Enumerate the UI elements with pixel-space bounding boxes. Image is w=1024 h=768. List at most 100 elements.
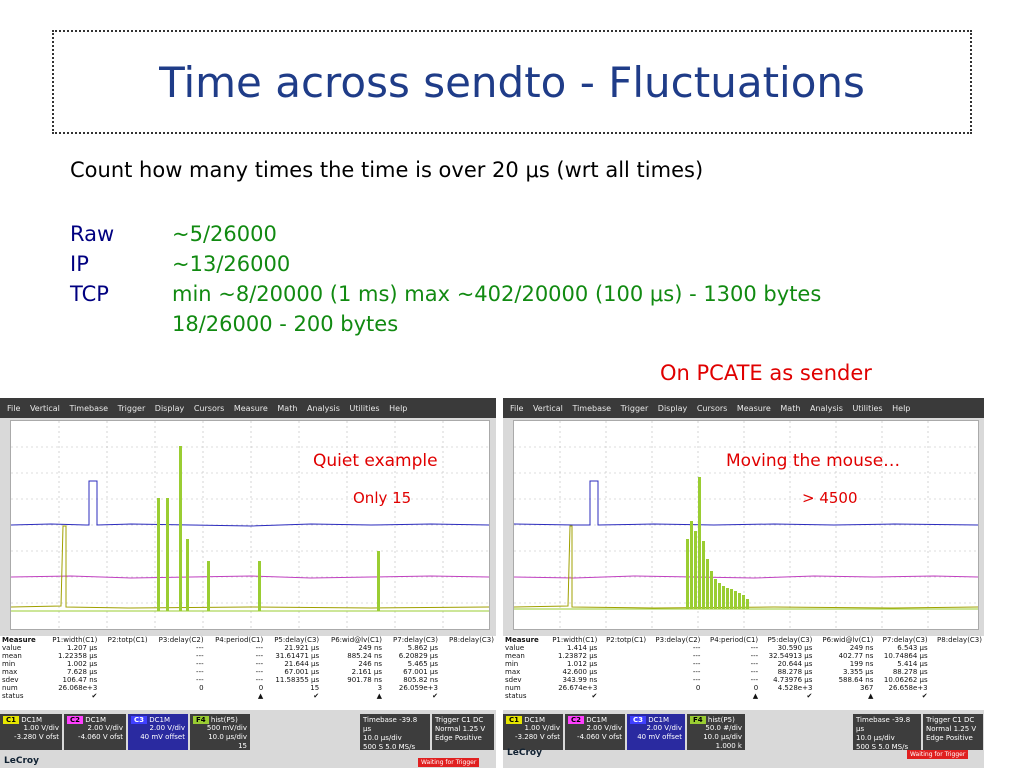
cell: sdev xyxy=(2,676,19,684)
menu-display[interactable]: Display xyxy=(154,404,185,413)
cell: 1.22358 µs xyxy=(58,652,98,660)
menu-utilities[interactable]: Utilities xyxy=(349,404,380,413)
timebase-rate: 5.0 MS/s xyxy=(878,743,909,751)
channel-descriptors: C1 DC1M 1.00 V/div -3.280 V ofst C2 DC1M… xyxy=(503,714,984,754)
row-value: min ~8/20000 (1 ms) max ~402/20000 (100 … xyxy=(172,282,822,306)
cell: 1.002 µs xyxy=(66,660,98,668)
menu-measure[interactable]: Measure xyxy=(233,404,268,413)
cell: min xyxy=(505,660,519,668)
menu-analysis[interactable]: Analysis xyxy=(306,404,340,413)
channel-coupling: DC1M xyxy=(149,716,171,724)
trigger-status: Waiting for Trigger xyxy=(418,758,480,767)
table-header: Measure P1:width(C1) P2:totp(C1) P3:dela… xyxy=(503,636,984,644)
cell: 5.862 µs xyxy=(407,644,438,652)
cell xyxy=(440,684,496,692)
channel-coupling: DC1M xyxy=(524,716,546,724)
timebase-box[interactable]: Timebase -39.8 µs 10.0 µs/div 500 S 5.0 … xyxy=(360,714,430,751)
menu-vertical[interactable]: Vertical xyxy=(29,404,60,413)
header-cell: P4:period(C1) xyxy=(215,636,264,644)
timebase-points: 500 S xyxy=(856,743,877,751)
header-cell: P7:delay(C3) xyxy=(882,636,928,644)
menu-timebase[interactable]: Timebase xyxy=(69,404,109,413)
cell: 1.012 µs xyxy=(566,660,598,668)
menu-math[interactable]: Math xyxy=(277,404,298,413)
menu-math[interactable]: Math xyxy=(780,404,801,413)
annotation-count: Only 15 xyxy=(353,489,412,507)
cell: 249 ns xyxy=(358,644,383,652)
trigger-box[interactable]: Trigger C1 DC Normal 1.25 V Edge Positiv… xyxy=(432,714,494,750)
channel-coupling: hist(P5) xyxy=(707,716,735,724)
cell: 3 xyxy=(377,684,383,692)
waveform-display[interactable]: Moving the mouse… > 4500 xyxy=(513,420,979,630)
trigger-box[interactable]: Trigger C1 DC Normal 1.25 V Edge Positiv… xyxy=(923,714,983,750)
cell xyxy=(930,676,984,684)
header-cell: P1:width(C1) xyxy=(552,636,598,644)
channel-c2[interactable]: C2 DC1M 2.00 V/div -4.060 V ofst xyxy=(565,714,625,750)
cell: value xyxy=(2,644,22,652)
menu-vertical[interactable]: Vertical xyxy=(532,404,563,413)
header-cell: P3:delay(C2) xyxy=(158,636,204,644)
menu-file[interactable]: File xyxy=(510,404,524,413)
cell: --- xyxy=(255,676,264,684)
menu-help[interactable]: Help xyxy=(892,404,911,413)
measure-grid: Measure P1:width(C1) P2:totp(C1) P3:dela… xyxy=(0,636,496,700)
cell: --- xyxy=(255,652,264,660)
channel-descriptors: C1 DC1M 1.00 V/div -3.280 V ofst C2 DC1M… xyxy=(0,714,496,754)
channel-coupling: DC1M xyxy=(648,716,670,724)
menu-display[interactable]: Display xyxy=(657,404,688,413)
menu-trigger[interactable]: Trigger xyxy=(117,404,146,413)
cell: 21.921 µs xyxy=(284,644,320,652)
menu-help[interactable]: Help xyxy=(389,404,408,413)
cell: --- xyxy=(750,676,759,684)
channel-offset: 40 mV offset xyxy=(637,733,682,741)
cell: 10.74864 µs xyxy=(883,652,928,660)
channel-c3[interactable]: C3 DC1M 2.00 V/div 40 mV offset xyxy=(128,714,188,750)
menu-utilities[interactable]: Utilities xyxy=(852,404,883,413)
cell: 402.77 ns xyxy=(838,652,874,660)
cell: min xyxy=(2,660,16,668)
channel-c1[interactable]: C1 DC1M 1.00 V/div -3.280 V ofst xyxy=(0,714,62,750)
channel-offset: 40 mV offset xyxy=(140,733,185,741)
sender-note: On PCATE as sender xyxy=(660,361,872,385)
table-row: sdev 106.47 ns --- --- 11.58355 µs 901.78 ns 8… xyxy=(0,676,496,684)
channel-value: 1.000 k xyxy=(715,742,742,750)
cell: 21.644 µs xyxy=(284,660,320,668)
channel-c1[interactable]: C1 DC1M 1.00 V/div -3.280 V ofst xyxy=(503,714,563,750)
header-cell: P5:delay(C3) xyxy=(274,636,320,644)
row-tcp: TCP min ~8/20000 (1 ms) max ~402/20000 (… xyxy=(0,282,1024,312)
cell: 6.20829 µs xyxy=(398,652,438,660)
trigger-level: 1.25 V xyxy=(953,725,977,733)
menu-cursors[interactable]: Cursors xyxy=(193,404,225,413)
waveform-display[interactable]: Quiet example Only 15 xyxy=(10,420,490,630)
row-raw: Raw ~5/26000 xyxy=(0,222,1024,252)
cell: 6.543 µs xyxy=(897,644,928,652)
cell: ✔ xyxy=(921,692,928,700)
menu-cursors[interactable]: Cursors xyxy=(696,404,728,413)
channel-offset: -3.280 V ofst xyxy=(515,733,560,741)
timebase-box[interactable]: Timebase -39.8 µs 10.0 µs/div 500 S 5.0 … xyxy=(853,714,921,751)
cell: 5.465 µs xyxy=(407,660,438,668)
trace-c2 xyxy=(11,575,489,579)
menu-analysis[interactable]: Analysis xyxy=(809,404,843,413)
timebase-div: 10.0 µs/div xyxy=(856,734,895,742)
header-cell: P2:totp(C1) xyxy=(606,636,647,644)
cell: --- xyxy=(692,676,701,684)
menu-file[interactable]: File xyxy=(7,404,21,413)
header-cell: P2:totp(C1) xyxy=(107,636,148,644)
cell: 31.61471 µs xyxy=(275,652,320,660)
channel-c2[interactable]: C2 DC1M 2.00 V/div -4.060 V ofst xyxy=(64,714,126,750)
menu-timebase[interactable]: Timebase xyxy=(572,404,612,413)
channel-c3[interactable]: C3 DC1M 2.00 V/div 40 mV offset xyxy=(627,714,685,750)
row-value: 18/26000 - 200 bytes xyxy=(172,312,399,336)
waveform-svg xyxy=(514,421,978,629)
channel-f4[interactable]: F4 hist(P5) 50.0 #/div 10.0 µs/div 1.000… xyxy=(687,714,745,750)
menu-measure[interactable]: Measure xyxy=(736,404,771,413)
cell xyxy=(599,684,648,692)
cell xyxy=(930,692,984,700)
menu-trigger[interactable]: Trigger xyxy=(620,404,649,413)
cell: max xyxy=(505,668,521,676)
channel-f4[interactable]: F4 hist(P5) 500 mV/div 10.0 µs/div 15 xyxy=(190,714,250,750)
cell xyxy=(99,644,149,652)
cell: ▲ xyxy=(376,692,383,700)
cell: status xyxy=(2,692,24,700)
